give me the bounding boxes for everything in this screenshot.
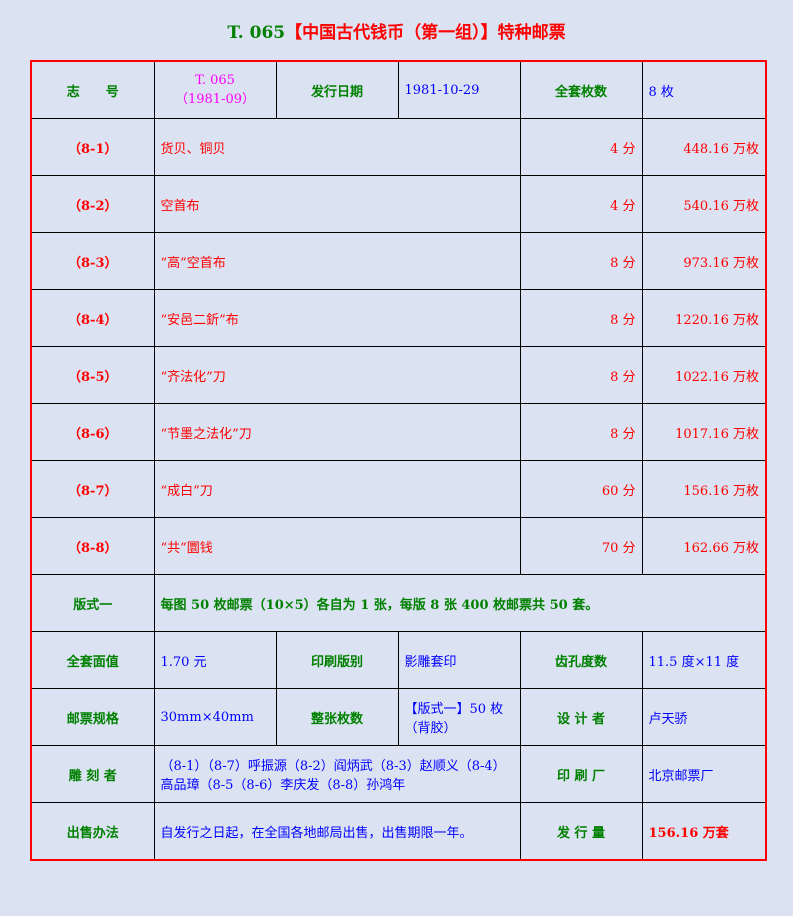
stamp-quantity: 1017.16 万枚 bbox=[641, 403, 767, 461]
stamp-row: （8-4） “安邑二釿”布 8 分 1220.16 万枚 bbox=[30, 289, 767, 347]
perforation: 11.5 度×11 度 bbox=[641, 631, 767, 689]
label-issue: 发 行 量 bbox=[519, 802, 643, 861]
format-label: 版式一 bbox=[30, 574, 155, 632]
stamp-quantity: 156.16 万枚 bbox=[641, 460, 767, 518]
stamp-value: 4 分 bbox=[519, 118, 643, 176]
stamp-name: “共”圜钱 bbox=[153, 517, 521, 575]
stamp-row: （8-1） 货贝、铜贝 4 分 448.16 万枚 bbox=[30, 118, 767, 176]
designer: 卢天骄 bbox=[641, 688, 767, 746]
stamp-code: （8-2） bbox=[30, 175, 155, 233]
stamp-quantity: 973.16 万枚 bbox=[641, 232, 767, 290]
stamp-row: （8-5） “齐法化”刀 8 分 1022.16 万枚 bbox=[30, 346, 767, 404]
count-value: 8 枚 bbox=[641, 60, 767, 119]
stamp-value: 8 分 bbox=[519, 346, 643, 404]
sale-row: 出售办法 自发行之日起，在全国各地邮局出售，出售期限一年。 发 行 量 156.… bbox=[30, 802, 767, 861]
stamp-quantity: 540.16 万枚 bbox=[641, 175, 767, 233]
title-code: T. 065 bbox=[227, 23, 286, 43]
label-designer: 设 计 者 bbox=[519, 688, 643, 746]
facevalue: 1.70 元 bbox=[153, 631, 277, 689]
format-text: 每图 50 枚邮票（10×5）各自为 1 张，每版 8 张 400 枚邮票共 5… bbox=[153, 574, 767, 632]
stamp-info-table: 志 号 T. 065 （1981-09） 发行日期 1981-10-29 全套枚数… bbox=[30, 60, 767, 861]
stamp-value: 8 分 bbox=[519, 232, 643, 290]
stamp-code: （8-8） bbox=[30, 517, 155, 575]
stamp-row: （8-8） “共”圜钱 70 分 162.66 万枚 bbox=[30, 517, 767, 575]
label-print: 印刷版别 bbox=[275, 631, 399, 689]
stamp-quantity: 1022.16 万枚 bbox=[641, 346, 767, 404]
stamp-name: 空首布 bbox=[153, 175, 521, 233]
stamp-row: （8-6） “节墨之法化”刀 8 分 1017.16 万枚 bbox=[30, 403, 767, 461]
stamp-name: “齐法化”刀 bbox=[153, 346, 521, 404]
header-row: 志 号 T. 065 （1981-09） 发行日期 1981-10-29 全套枚数… bbox=[30, 60, 767, 119]
label-count: 全套枚数 bbox=[519, 60, 643, 119]
print-type: 影雕套印 bbox=[397, 631, 521, 689]
label-zhihao: 志 号 bbox=[30, 60, 155, 119]
title-name: 【中国古代钱币（第一组）】特种邮票 bbox=[285, 23, 566, 43]
stamp-code: （8-5） bbox=[30, 346, 155, 404]
stamp-value: 8 分 bbox=[519, 403, 643, 461]
stamp-quantity: 1220.16 万枚 bbox=[641, 289, 767, 347]
stamp-name: 货贝、铜贝 bbox=[153, 118, 521, 176]
page-title: T. 065【中国古代钱币（第一组）】特种邮票 bbox=[0, 18, 793, 43]
stamp-quantity: 162.66 万枚 bbox=[641, 517, 767, 575]
zhihao-value: T. 065 （1981-09） bbox=[153, 60, 277, 119]
zhihao-line1: T. 065 bbox=[195, 73, 235, 88]
issue-quantity: 156.16 万套 bbox=[641, 802, 767, 861]
format-row: 版式一 每图 50 枚邮票（10×5）各自为 1 张，每版 8 张 400 枚邮… bbox=[30, 574, 767, 632]
stamp-code: （8-1） bbox=[30, 118, 155, 176]
label-perf: 齿孔度数 bbox=[519, 631, 643, 689]
sale-method: 自发行之日起，在全国各地邮局出售，出售期限一年。 bbox=[153, 802, 521, 861]
stamp-quantity: 448.16 万枚 bbox=[641, 118, 767, 176]
label-date: 发行日期 bbox=[275, 60, 399, 119]
stamp-value: 8 分 bbox=[519, 289, 643, 347]
label-sheet: 整张枚数 bbox=[275, 688, 399, 746]
label-size: 邮票规格 bbox=[30, 688, 155, 746]
label-engraver: 雕 刻 者 bbox=[30, 745, 155, 803]
stamp-value: 4 分 bbox=[519, 175, 643, 233]
stamp-row: （8-3） “高”空首布 8 分 973.16 万枚 bbox=[30, 232, 767, 290]
stamp-name: “高”空首布 bbox=[153, 232, 521, 290]
stamp-code: （8-6） bbox=[30, 403, 155, 461]
stamp-value: 70 分 bbox=[519, 517, 643, 575]
facevalue-row: 全套面值 1.70 元 印刷版别 影雕套印 齿孔度数 11.5 度×11 度 bbox=[30, 631, 767, 689]
engraver-row: 雕 刻 者 （8-1）（8-7）呼振源（8-2）阎炳武（8-3）赵顺义（8-4）… bbox=[30, 745, 767, 803]
stamp-name: “成白”刀 bbox=[153, 460, 521, 518]
size-row: 邮票规格 30mm×40mm 整张枚数 【版式一】50 枚（背胶） 设 计 者 … bbox=[30, 688, 767, 746]
stamp-code: （8-4） bbox=[30, 289, 155, 347]
label-sale: 出售办法 bbox=[30, 802, 155, 861]
stamp-code: （8-7） bbox=[30, 460, 155, 518]
stamp-size: 30mm×40mm bbox=[153, 688, 277, 746]
stamp-row: （8-7） “成白”刀 60 分 156.16 万枚 bbox=[30, 460, 767, 518]
sheet-count: 【版式一】50 枚（背胶） bbox=[397, 688, 521, 746]
stamp-name: “安邑二釿”布 bbox=[153, 289, 521, 347]
engraver: （8-1）（8-7）呼振源（8-2）阎炳武（8-3）赵顺义（8-4）高品璋（8-… bbox=[153, 745, 521, 803]
label-facevalue: 全套面值 bbox=[30, 631, 155, 689]
stamp-value: 60 分 bbox=[519, 460, 643, 518]
printer: 北京邮票厂 bbox=[641, 745, 767, 803]
stamp-name: “节墨之法化”刀 bbox=[153, 403, 521, 461]
date-value: 1981-10-29 bbox=[397, 60, 521, 119]
label-printer: 印 刷 厂 bbox=[519, 745, 643, 803]
zhihao-line2: （1981-09） bbox=[174, 92, 256, 107]
stamp-code: （8-3） bbox=[30, 232, 155, 290]
stamp-row: （8-2） 空首布 4 分 540.16 万枚 bbox=[30, 175, 767, 233]
